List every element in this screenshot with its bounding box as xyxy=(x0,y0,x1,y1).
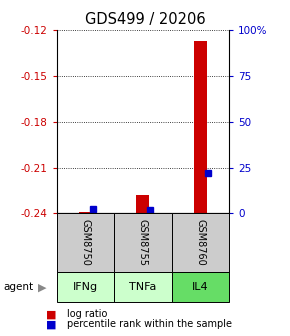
Text: TNFa: TNFa xyxy=(129,282,157,292)
Text: GSM8755: GSM8755 xyxy=(138,219,148,266)
Bar xyxy=(79,212,92,213)
Text: agent: agent xyxy=(3,282,33,292)
Text: GDS499 / 20206: GDS499 / 20206 xyxy=(85,12,205,27)
Text: log ratio: log ratio xyxy=(67,309,107,319)
Text: IFNg: IFNg xyxy=(73,282,98,292)
Text: percentile rank within the sample: percentile rank within the sample xyxy=(67,319,232,329)
Bar xyxy=(137,195,149,213)
Bar xyxy=(194,41,207,213)
Text: ■: ■ xyxy=(46,309,57,319)
Text: GSM8750: GSM8750 xyxy=(80,219,90,266)
Text: IL4: IL4 xyxy=(192,282,209,292)
Text: ■: ■ xyxy=(46,319,57,329)
Text: ▶: ▶ xyxy=(38,282,46,292)
Text: GSM8760: GSM8760 xyxy=(195,219,205,266)
